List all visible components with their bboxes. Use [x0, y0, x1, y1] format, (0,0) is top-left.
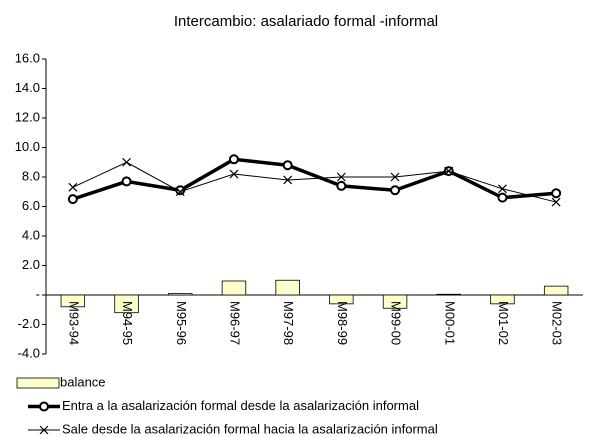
- marker: [551, 188, 562, 199]
- marker: [282, 160, 293, 171]
- marker: [229, 169, 239, 179]
- marker: [498, 184, 507, 194]
- marker: [551, 197, 561, 207]
- marker: [444, 166, 454, 176]
- y-tick-label: 4.0: [22, 227, 40, 242]
- bar: [436, 293, 461, 296]
- marker: [68, 182, 78, 192]
- y-tick-label: 8.0: [22, 168, 40, 183]
- marker: [122, 157, 131, 167]
- marker: [175, 187, 185, 197]
- marker: [497, 192, 508, 203]
- x-tick-label: M02-03: [550, 301, 565, 345]
- marker: [39, 401, 49, 412]
- bar: [382, 294, 408, 309]
- bar: [543, 285, 569, 296]
- legend-label: Entra a la asalarización formal desde la…: [62, 398, 419, 413]
- bar: [60, 294, 86, 308]
- chart-title: Intercambio: asalariado formal -informal: [174, 13, 438, 30]
- marker: [336, 172, 346, 182]
- bar: [275, 279, 300, 296]
- y-tick-label: 2.0: [22, 257, 40, 272]
- x-tick-label: M94-95: [120, 301, 135, 345]
- y-tick-label: 12.0: [15, 109, 40, 124]
- x-tick-label: M98-99: [335, 301, 350, 345]
- bar: [168, 293, 193, 296]
- marker: [283, 175, 293, 185]
- x-tick-label: M00-01: [442, 301, 457, 345]
- y-tick-label: 14.0: [15, 80, 40, 95]
- y-tick-label: -2.0: [18, 316, 40, 331]
- bar: [490, 294, 515, 305]
- y-tick-label: 16.0: [15, 50, 40, 65]
- legend-label: Sale desde la asalarización formal hacia…: [62, 421, 438, 436]
- line: [72, 161, 557, 203]
- bar: [221, 280, 247, 296]
- x-tick-label: M01-02: [496, 301, 511, 345]
- x-tick-label: M99-00: [389, 301, 404, 345]
- marker: [228, 154, 239, 165]
- y-tick-label: -4.0: [18, 345, 40, 360]
- marker: [336, 180, 347, 191]
- marker: [390, 172, 400, 182]
- legend-swatch: [16, 377, 60, 389]
- marker: [121, 176, 132, 187]
- x-tick-label: M95-96: [174, 301, 189, 345]
- bar: [114, 294, 139, 314]
- y-tick-label: 6.0: [22, 198, 40, 213]
- line: [72, 157, 557, 201]
- x-tick-label: M93-94: [66, 301, 81, 345]
- marker: [39, 425, 49, 435]
- x-tick-label: M97-98: [281, 301, 296, 345]
- legend-label: balance: [60, 374, 106, 389]
- y-tick-label: -: [36, 286, 40, 301]
- marker: [67, 194, 78, 205]
- marker: [390, 185, 401, 196]
- x-tick-label: M96-97: [228, 301, 243, 345]
- bar: [329, 294, 354, 305]
- y-tick-label: 10.0: [15, 139, 40, 154]
